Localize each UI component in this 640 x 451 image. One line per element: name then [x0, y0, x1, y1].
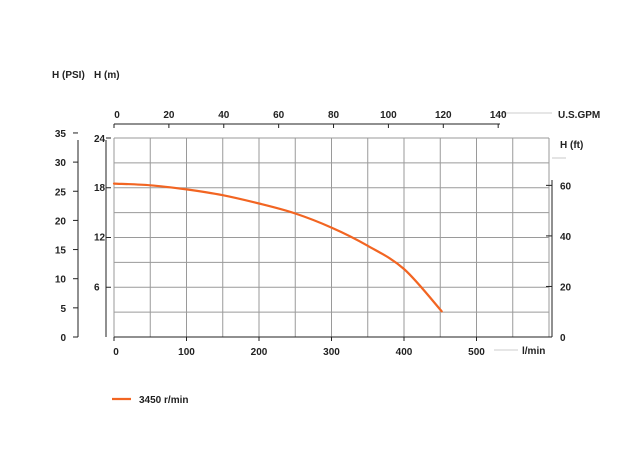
m-axis-title: H (m): [94, 70, 120, 81]
lmin-tick-label: 400: [396, 347, 413, 358]
legend-label-3450: 3450 r/min: [139, 395, 188, 406]
chart-legend: 3450 r/min: [112, 395, 188, 406]
m-tick-label: 12: [94, 233, 106, 244]
lmin-tick-label: 500: [468, 347, 485, 358]
m-tick-label: 24: [94, 134, 106, 145]
psi-tick-label: 15: [55, 246, 67, 257]
lmin-tick-label: 100: [178, 347, 195, 358]
lmin-tick-label: 200: [251, 347, 268, 358]
gpm-axis-title: U.S.GPM: [558, 110, 600, 121]
lmin-tick-label: 300: [323, 347, 340, 358]
ft-tick-label: 60: [560, 181, 572, 192]
ft-tick-label: 40: [560, 232, 572, 243]
gpm-tick-label: 100: [380, 110, 397, 121]
gpm-tick-label: 120: [435, 110, 452, 121]
m-tick-label: 6: [94, 282, 100, 293]
gpm-tick-label: 40: [218, 110, 230, 121]
series-line-3450: [112, 182, 443, 313]
gpm-tick-label: 80: [328, 110, 340, 121]
lmin-axis-title: l/min: [522, 346, 545, 357]
gpm-tick-label: 0: [114, 110, 120, 121]
ft-axis-title: H (ft): [560, 140, 583, 151]
ft-tick-label: 0: [560, 333, 566, 344]
chart-axes: [73, 112, 566, 351]
chart-grid: [113, 137, 550, 338]
m-tick-label: 18: [94, 183, 106, 194]
psi-tick-label: 0: [60, 333, 66, 344]
psi-tick-label: 25: [55, 187, 67, 198]
gpm-tick-label: 20: [163, 110, 175, 121]
psi-axis-title: H (PSI): [52, 70, 85, 81]
psi-tick-label: 20: [55, 216, 67, 227]
psi-tick-label: 30: [55, 158, 67, 169]
psi-tick-label: 10: [55, 275, 67, 286]
chart-series: [112, 182, 443, 313]
chart-labels: H (PSI) H (m) H (ft) U.S.GPM l/min 6 12 18…: [52, 70, 600, 358]
psi-tick-label: 35: [55, 129, 67, 140]
lmin-tick-label: 0: [113, 347, 119, 358]
gpm-tick-label: 60: [273, 110, 285, 121]
ft-tick-label: 20: [560, 282, 572, 293]
gpm-tick-label: 140: [490, 110, 507, 121]
psi-tick-label: 5: [60, 304, 66, 315]
